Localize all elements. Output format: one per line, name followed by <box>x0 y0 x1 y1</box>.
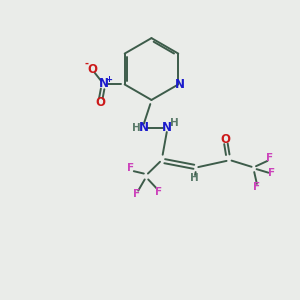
Text: F: F <box>253 182 260 192</box>
Text: N: N <box>174 78 184 91</box>
Text: F: F <box>127 163 134 173</box>
Text: N: N <box>98 77 109 90</box>
Text: O: O <box>221 133 231 146</box>
Text: -: - <box>84 59 88 69</box>
Text: O: O <box>96 96 106 109</box>
Text: N: N <box>162 122 172 134</box>
Text: H: H <box>190 173 199 183</box>
Text: F: F <box>268 168 275 178</box>
Text: O: O <box>87 63 97 76</box>
Text: H: H <box>170 118 179 128</box>
Text: F: F <box>266 153 273 163</box>
Text: F: F <box>155 187 162 197</box>
Text: +: + <box>105 75 112 84</box>
Text: N: N <box>139 122 149 134</box>
Text: F: F <box>133 189 140 199</box>
Text: H: H <box>132 123 140 133</box>
